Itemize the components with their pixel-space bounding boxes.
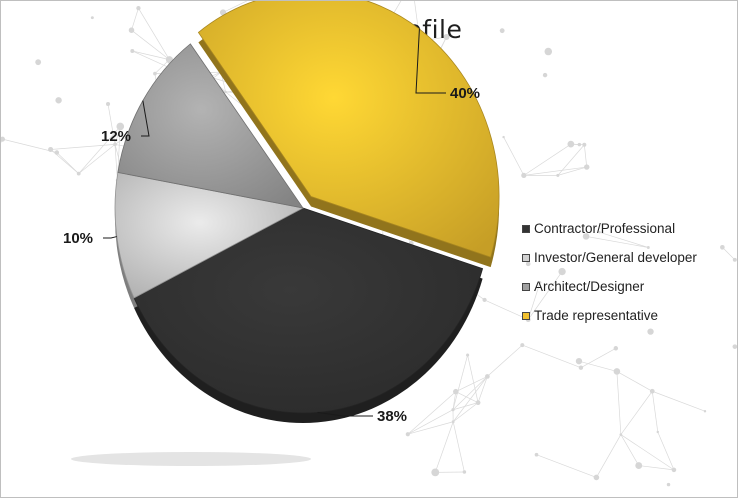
legend-swatch-architect-designer xyxy=(522,282,530,291)
legend-label-contractor-professional: Contractor/Professional xyxy=(534,221,676,236)
data-label-trade-representative: 40% xyxy=(450,85,480,102)
legend-label-investor-general-developer: Investor/General developer xyxy=(534,250,697,265)
data-label-architect-designer: 12% xyxy=(101,128,131,145)
data-label-contractor-professional: 38% xyxy=(377,408,407,425)
legend-label-architect-designer: Architect/Designer xyxy=(534,279,645,294)
legend-item-architect-designer: Architect/Designer xyxy=(522,272,697,301)
legend-label-trade-representative: Trade representative xyxy=(534,308,659,323)
data-label-investor-general-developer: 10% xyxy=(63,230,93,247)
legend-swatch-investor-general-developer xyxy=(522,253,530,262)
leader-line-contractor-professional xyxy=(317,411,373,417)
legend-item-trade-representative: Trade representative xyxy=(522,301,697,330)
pie-slice-contractor-professional xyxy=(133,207,484,414)
legend-swatch-contractor-professional xyxy=(522,224,530,233)
legend-item-investor-general-developer: Investor/General developer xyxy=(522,243,697,272)
chart-legend: Contractor/Professional Investor/General … xyxy=(522,214,697,330)
legend-swatch-trade-representative xyxy=(522,311,530,320)
floor-shadow xyxy=(71,452,311,466)
legend-item-contractor-professional: Contractor/Professional xyxy=(522,214,697,243)
leader-line-investor-general-developer xyxy=(103,236,117,239)
leader-line-architect-designer xyxy=(141,100,150,137)
pie-slice-investor-general-developer xyxy=(114,171,305,299)
leader-line-trade-representative xyxy=(415,28,446,94)
